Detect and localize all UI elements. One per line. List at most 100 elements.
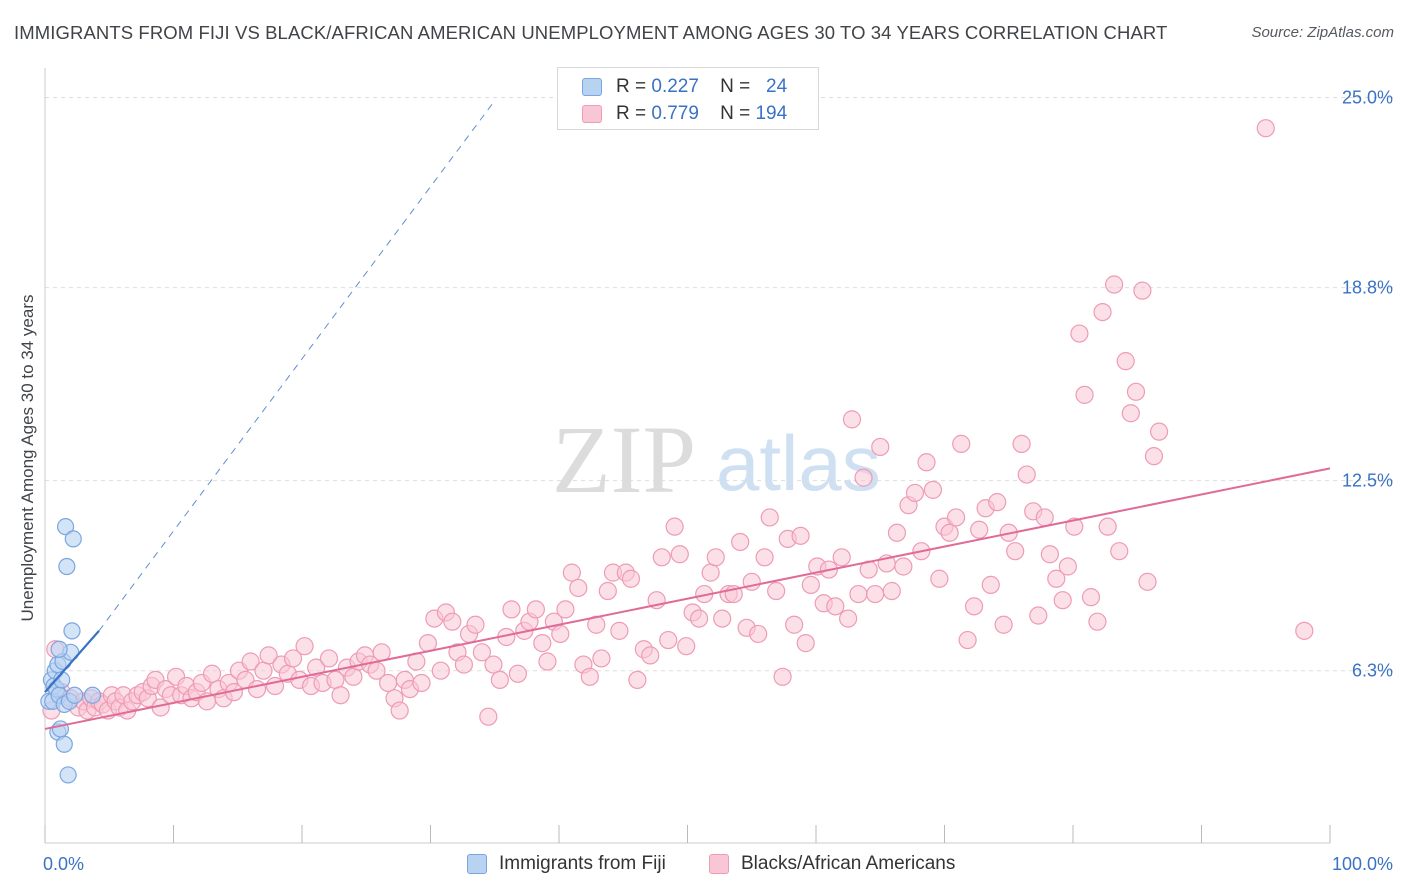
point-blacks	[1144, 447, 1164, 466]
point-blacks	[319, 649, 339, 668]
point-blacks	[533, 634, 552, 653]
point-blacks	[331, 686, 350, 705]
point-blacks	[556, 600, 575, 619]
legend-n-value: 194	[755, 103, 788, 124]
legend-r-label: R =	[616, 76, 647, 97]
point-fiji	[64, 530, 82, 548]
point-blacks	[665, 517, 684, 536]
point-blacks	[1065, 517, 1084, 536]
point-blacks	[731, 532, 750, 552]
point-blacks	[1126, 382, 1146, 401]
legend-n-value: 24	[766, 76, 788, 97]
point-blacks	[1105, 275, 1124, 294]
y-tick-label: 25.0%	[1342, 88, 1393, 108]
point-blacks	[749, 624, 768, 644]
point-blacks	[706, 548, 725, 567]
x-tick-label: 0.0%	[43, 854, 84, 874]
point-blacks	[917, 453, 936, 472]
point-blacks	[443, 612, 462, 631]
point-blacks	[569, 578, 588, 598]
legend-r-value: 0.779	[651, 103, 699, 124]
point-blacks	[1098, 517, 1117, 536]
point-blacks	[887, 523, 907, 542]
point-blacks	[952, 434, 971, 453]
point-blacks	[1017, 465, 1036, 484]
point-blacks	[905, 483, 925, 503]
point-blacks	[1256, 119, 1275, 138]
point-blacks	[988, 493, 1007, 512]
point-blacks	[344, 667, 363, 686]
point-blacks	[641, 646, 660, 665]
watermark-zip: ZIP	[552, 406, 696, 513]
point-blacks	[1006, 542, 1025, 561]
point-blacks	[785, 615, 804, 634]
x-tick-label: 100.0%	[1332, 854, 1393, 874]
point-blacks	[994, 615, 1013, 634]
point-blacks	[418, 634, 438, 653]
point-blacks	[958, 630, 977, 650]
y-tick-label: 12.5%	[1342, 471, 1393, 491]
legend-swatch-blacks	[709, 854, 729, 874]
chart-title: IMMIGRANTS FROM FIJI VS BLACK/AFRICAN AM…	[14, 22, 1168, 43]
point-blacks	[254, 661, 273, 680]
point-blacks	[1075, 385, 1094, 404]
point-blacks	[479, 707, 498, 726]
point-blacks	[526, 600, 545, 619]
point-blacks	[307, 658, 326, 677]
point-blacks	[592, 649, 611, 668]
point-blacks	[713, 609, 732, 628]
point-blacks	[1093, 303, 1112, 322]
point-blacks	[767, 581, 786, 601]
point-blacks	[689, 609, 709, 628]
point-blacks	[502, 600, 521, 619]
point-blacks	[412, 673, 431, 693]
point-blacks	[1110, 542, 1129, 561]
point-blacks	[295, 637, 314, 656]
point-blacks	[760, 508, 779, 527]
point-blacks	[1133, 281, 1152, 300]
point-fiji	[65, 686, 84, 704]
watermark: ZIP atlas	[552, 406, 881, 513]
point-blacks	[508, 664, 527, 683]
point-blacks	[598, 581, 617, 601]
point-blacks	[1058, 557, 1077, 576]
point-blacks	[490, 670, 509, 690]
legend-swatch-blacks	[582, 105, 602, 123]
point-blacks	[259, 646, 278, 665]
point-blacks	[1295, 621, 1314, 640]
point-blacks	[247, 679, 267, 699]
trend-lines	[44, 100, 1331, 730]
point-blacks	[791, 526, 810, 545]
legend-r-label: R =	[616, 103, 647, 124]
point-blacks	[580, 667, 599, 686]
point-fiji	[63, 622, 81, 640]
point-blacks	[854, 468, 873, 487]
point-blacks	[628, 670, 647, 690]
point-blacks	[871, 437, 890, 457]
point-blacks	[652, 548, 671, 567]
point-blacks	[454, 655, 474, 674]
point-blacks	[1121, 404, 1140, 423]
point-blacks	[378, 673, 398, 693]
point-blacks	[849, 584, 868, 604]
point-blacks	[981, 575, 1000, 594]
legend-n-label: N =	[720, 103, 751, 124]
point-blacks	[866, 584, 885, 604]
point-blacks	[466, 615, 485, 634]
series-legend: Immigrants from Fiji Blacks/African Amer…	[0, 851, 1406, 879]
point-fiji	[59, 766, 77, 784]
legend-text-blacks: R = 0.779 N = 194	[616, 103, 787, 125]
trend-line-blacks	[44, 467, 1331, 730]
point-blacks	[1035, 508, 1054, 527]
tick-labels: 6.3% 12.5% 18.8% 25.0% 0.0% 100.0%	[43, 88, 1393, 874]
point-blacks	[946, 508, 966, 527]
point-blacks	[801, 575, 820, 594]
watermark-atlas: atlas	[716, 419, 881, 507]
point-blacks	[826, 597, 845, 616]
point-blacks	[940, 523, 959, 542]
legend-label-blacks: Blacks/African Americans	[741, 853, 956, 874]
point-blacks	[472, 643, 491, 662]
point-blacks	[1149, 422, 1169, 441]
point-blacks	[970, 520, 989, 539]
